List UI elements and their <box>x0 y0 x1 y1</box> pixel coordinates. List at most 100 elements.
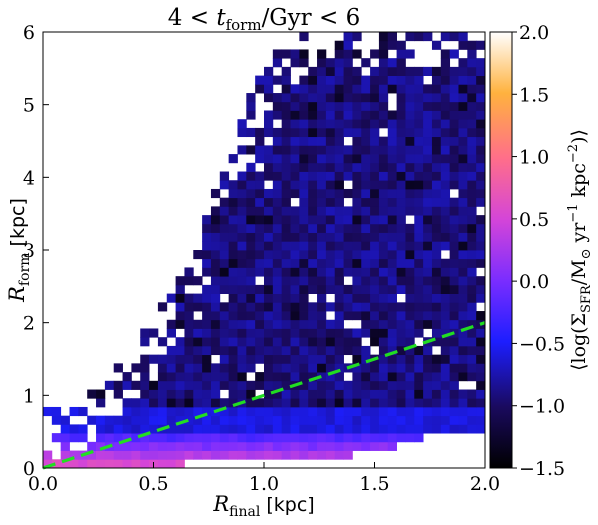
heatmap-cell <box>387 171 397 181</box>
heatmap-cell <box>334 284 344 294</box>
heatmap-cell <box>334 101 344 111</box>
heatmap-cell <box>308 363 318 373</box>
heatmap-cell <box>378 415 389 425</box>
heatmap-cell <box>431 284 442 294</box>
heatmap-cell <box>370 197 380 207</box>
heatmap-cell <box>476 197 485 207</box>
heatmap-cell <box>264 293 274 303</box>
heatmap-cell <box>387 328 397 338</box>
heatmap-cell <box>96 441 106 451</box>
heatmap-cell <box>458 328 468 338</box>
heatmap-cell <box>343 162 353 172</box>
heatmap-cell <box>255 188 265 199</box>
heatmap-cell <box>396 171 406 181</box>
heatmap-cell <box>476 241 485 251</box>
heatmap-cell <box>308 441 318 451</box>
heatmap-cell <box>343 32 353 42</box>
heatmap-cell <box>299 398 309 408</box>
heatmap-cell <box>264 75 274 85</box>
heatmap-cell <box>219 433 230 443</box>
heatmap-cell <box>246 415 256 425</box>
heatmap-cell <box>281 372 291 382</box>
heatmap-cell <box>175 389 185 399</box>
heatmap-cell <box>149 328 159 338</box>
heatmap-cell <box>476 328 485 338</box>
heatmap-cell <box>414 84 424 94</box>
heatmap-cell <box>405 380 415 390</box>
heatmap-cell <box>370 75 380 85</box>
heatmap-cell <box>334 389 344 399</box>
heatmap-cell <box>166 441 176 451</box>
heatmap-cell <box>308 450 318 460</box>
heatmap-cell <box>467 354 477 364</box>
heatmap-cell <box>272 145 283 155</box>
heatmap-cell <box>184 293 194 303</box>
heatmap-cell <box>325 424 336 434</box>
heatmap-cell <box>255 258 265 268</box>
heatmap-cell <box>458 58 468 68</box>
heatmap-cell <box>281 267 291 277</box>
heatmap-cell <box>343 171 353 181</box>
heatmap-cell <box>396 337 406 347</box>
heatmap-cell <box>396 162 406 172</box>
heatmap-cell <box>458 319 468 329</box>
heatmap-cell <box>431 363 442 373</box>
heatmap-cell <box>343 110 353 120</box>
heatmap-cell <box>140 380 150 390</box>
heatmap-cell <box>202 398 212 408</box>
heatmap-cell <box>210 232 221 242</box>
heatmap-cell <box>352 328 362 338</box>
heatmap-cell <box>237 415 247 425</box>
heatmap-cell <box>414 154 424 164</box>
heatmap-cell <box>228 215 238 225</box>
heatmap-cell <box>449 424 459 434</box>
heatmap-cell <box>219 311 230 321</box>
heatmap-cell <box>396 389 406 399</box>
heatmap-cell <box>396 127 406 138</box>
heatmap-cell <box>467 206 477 216</box>
heatmap-cell <box>414 311 424 321</box>
heatmap-cell <box>467 345 477 356</box>
heatmap-cell <box>264 302 274 312</box>
heatmap-cell <box>308 433 318 443</box>
heatmap-cell <box>78 433 88 443</box>
heatmap-cell <box>317 441 327 451</box>
heatmap-cell <box>414 180 424 190</box>
heatmap-cell <box>246 188 256 199</box>
heatmap-cell <box>255 441 265 451</box>
heatmap-cell <box>414 328 424 338</box>
heatmap-cell <box>299 337 309 347</box>
heatmap-cell <box>387 127 397 138</box>
heatmap-cell <box>352 267 362 277</box>
heatmap-cell <box>343 206 353 216</box>
heatmap-cell <box>290 119 300 129</box>
heatmap-cell <box>387 215 397 225</box>
heatmap-cell <box>343 250 353 260</box>
heatmap-cell <box>396 415 406 425</box>
heatmap-cell <box>210 389 221 399</box>
heatmap-cell <box>308 145 318 155</box>
heatmap-cell <box>431 415 442 425</box>
heatmap-cell <box>255 380 265 390</box>
heatmap-cell <box>281 337 291 347</box>
heatmap-cell <box>343 267 353 277</box>
heatmap-cell <box>378 389 389 399</box>
heatmap-cell <box>387 84 397 94</box>
heatmap-cell <box>378 328 389 338</box>
heatmap-cell <box>423 389 433 399</box>
heatmap-cell <box>431 145 442 155</box>
heatmap-cell <box>290 206 300 216</box>
heatmap-cell <box>317 354 327 364</box>
heatmap-cell <box>440 162 451 172</box>
heatmap-cell <box>458 424 468 434</box>
heatmap-cell <box>317 250 327 260</box>
heatmap-cell <box>405 241 415 251</box>
heatmap-cell <box>325 127 336 138</box>
heatmap-cell <box>352 49 362 59</box>
heatmap-cell <box>431 162 442 172</box>
heatmap-cell <box>370 136 380 146</box>
heatmap-cell <box>396 154 406 164</box>
heatmap-cell <box>166 363 176 373</box>
heatmap-cell <box>299 415 309 425</box>
heatmap-cell <box>387 372 397 382</box>
